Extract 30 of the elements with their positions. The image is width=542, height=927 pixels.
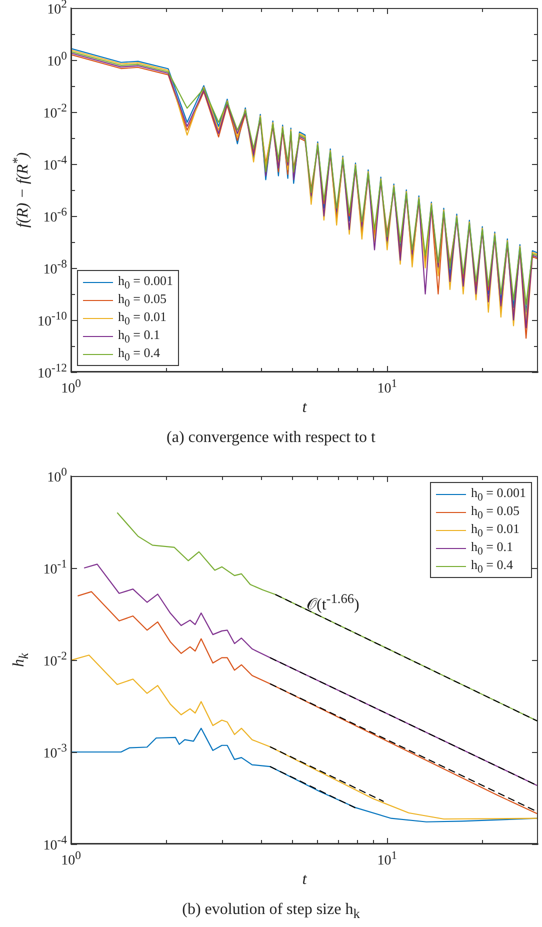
legend-label: h$_{0}$ = 0.01	[470, 520, 520, 540]
y-tick-label: 10$^{-8}$	[43, 258, 67, 278]
y-tick-label: 10$^{0}$	[47, 50, 67, 70]
y-tick-label: 10$^{-4}$	[43, 834, 67, 854]
x-axis-title: t	[302, 399, 307, 416]
legend-label: h$_{0}$ = 0.05	[470, 502, 520, 522]
legend-label: h$_{0}$ = 0.1	[470, 538, 513, 558]
y-tick-label: 10$^{-4}$	[43, 154, 67, 174]
y-tick-label: 10$^{-2}$	[43, 102, 67, 122]
series-label: 𝒪(t$^{-1.66}$)	[306, 591, 360, 614]
legend-label: h$_{0}$ = 0.01	[118, 308, 167, 328]
y-tick-label: 10$^{-12}$	[37, 362, 67, 382]
y-tick-label: 10$^{-1}$	[43, 558, 67, 578]
legend-label: h$_{0}$ = 0.1	[118, 326, 160, 346]
x-tick-label: 10$^{1}$	[377, 377, 398, 397]
text: (a) convergence with respect to t	[166, 429, 376, 446]
legend-label: h$_{0}$ = 0.4	[118, 344, 160, 364]
x-axis-title: t	[302, 871, 307, 888]
text: (b) evolution of step size h$_{k}$	[181, 901, 361, 922]
y-tick-label: 10$^{-10}$	[37, 310, 67, 330]
x-tick-label: 10$^{1}$	[377, 849, 398, 869]
legend-label: h$_{0}$ = 0.001	[470, 484, 526, 504]
y-tick-label: 10$^{-2}$	[43, 650, 67, 670]
legend-label: h$_{0}$ = 0.05	[118, 290, 167, 310]
y-tick-label: 10$^{2}$	[47, 0, 67, 18]
legend-label: h$_{0}$ = 0.4	[470, 556, 513, 576]
y-tick-label: 10$^{-6}$	[43, 206, 67, 226]
legend-label: h$_{0}$ = 0.001	[118, 272, 174, 292]
y-tick-label: 10$^{-3}$	[43, 742, 67, 762]
y-tick-label: 10$^{0}$	[47, 466, 67, 486]
